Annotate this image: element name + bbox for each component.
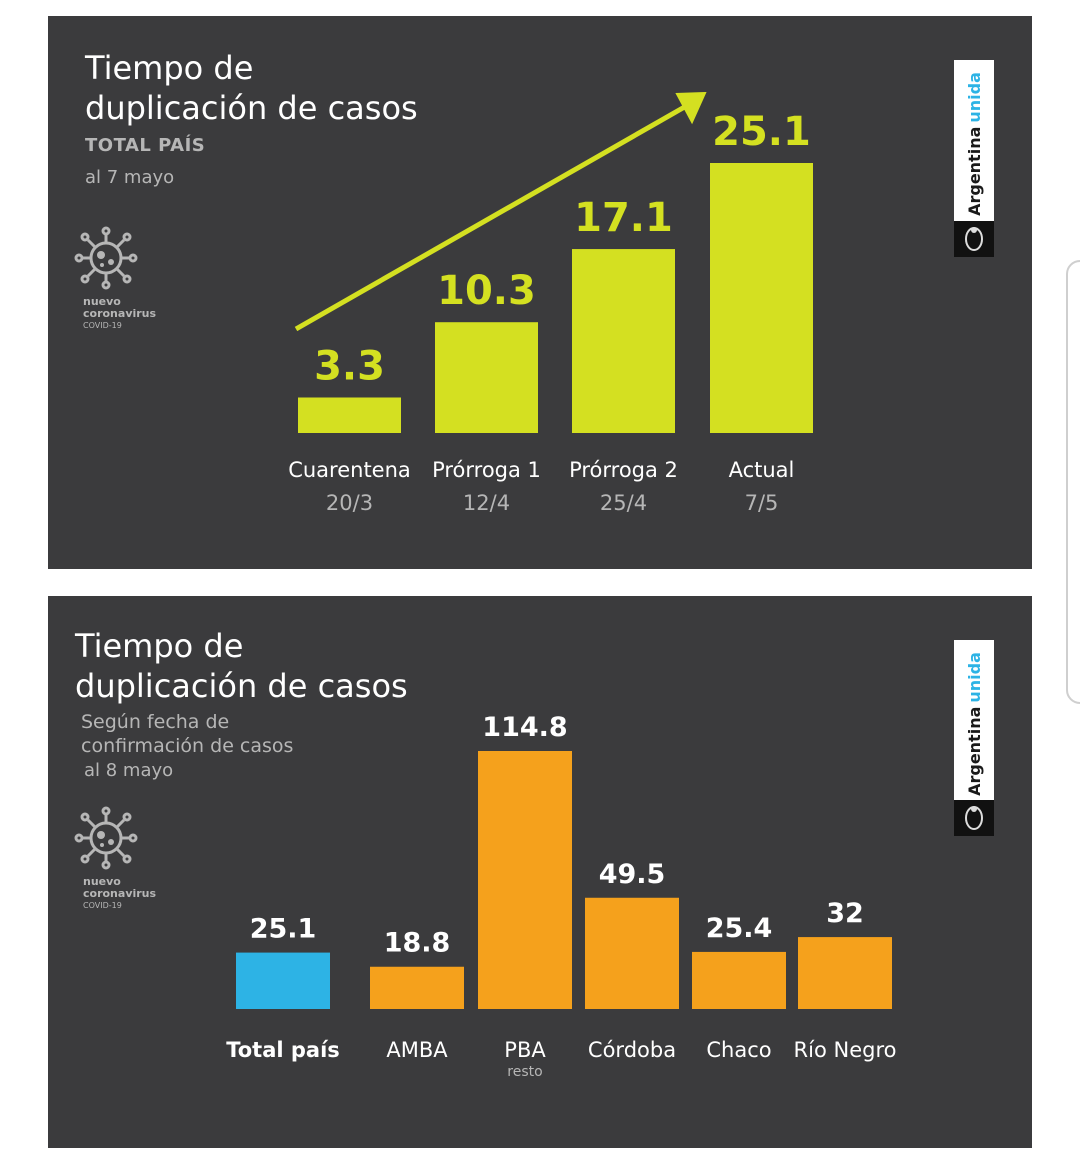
bar (710, 163, 813, 433)
category-label: Prórroga 2 (569, 458, 678, 482)
chart-panel-regiones: Tiempo de duplicación de casos Según fec… (48, 596, 1032, 1148)
value-label: 49.5 (599, 859, 666, 890)
trend-arrow (294, 91, 707, 332)
category-label: AMBA (386, 1038, 448, 1062)
bar (585, 897, 679, 1009)
chart-date: al 7 mayo (85, 167, 175, 188)
value-label: 17.1 (574, 195, 673, 241)
chart-date: al 8 mayo (84, 760, 174, 781)
chart-title: Tiempo de duplicación de casos (75, 626, 408, 706)
category-sublabel: 12/4 (463, 491, 510, 515)
national-seal-icon (954, 800, 994, 836)
value-label: 25.1 (712, 109, 811, 155)
bar (370, 966, 464, 1009)
bar (298, 397, 401, 433)
bar (435, 322, 538, 433)
category-sublabel: 7/5 (745, 491, 779, 515)
value-label: 25.4 (706, 913, 773, 944)
covid-label-line-1: nuevo (83, 875, 121, 888)
category-sublabel: 20/3 (326, 491, 373, 515)
bar (798, 937, 892, 1009)
covid-label: nuevo coronavirus COVID-19 (83, 296, 156, 332)
bar (478, 751, 572, 1009)
chart-panel-total-pais: Tiempo de duplicación de casos TOTAL PAÍ… (48, 16, 1032, 569)
covid-label-line-3: COVID-19 (83, 321, 122, 330)
category-label: Cuarentena (288, 458, 411, 482)
category-label: Total país (226, 1038, 340, 1062)
category-sublabel: 25/4 (600, 491, 647, 515)
scroll-handle[interactable] (1066, 260, 1080, 704)
bar-chart-total-pais: 3.3 Cuarentena 20/3 10.3 Prórroga 1 12/4 17.1 P… (288, 91, 813, 515)
title-line-1: Tiempo de (75, 627, 244, 665)
value-label: 114.8 (482, 712, 567, 743)
category-sublabel: resto (507, 1064, 542, 1080)
bar (236, 952, 330, 1009)
covid-label: nuevo coronavirus COVID-19 (83, 876, 156, 912)
chart-subtitle: Según fecha de confirmación de casos (81, 710, 293, 758)
value-label: 18.8 (384, 928, 451, 959)
category-label: PBA (504, 1038, 546, 1062)
value-label: 25.1 (250, 914, 317, 945)
covid-label-line-1: nuevo (83, 295, 121, 308)
virus-icon (74, 226, 138, 290)
subtitle-line-1: Según fecha de (81, 711, 230, 733)
covid-label-line-2: coronavirus (83, 887, 157, 900)
national-seal-icon (954, 221, 994, 257)
bar (572, 249, 675, 433)
value-label: 32 (826, 898, 864, 929)
subtitle-line-2: confirmación de casos (81, 735, 294, 757)
title-line-1: Tiempo de (85, 49, 254, 87)
value-label: 10.3 (437, 268, 536, 314)
category-label: Actual (729, 458, 795, 482)
title-line-2: duplicación de casos (85, 89, 418, 127)
argentina-unida-logo: Argentina unida (954, 640, 994, 836)
covid-label-line-3: COVID-19 (83, 901, 122, 910)
title-line-2: duplicación de casos (75, 667, 408, 705)
chart-subtitle: TOTAL PAÍS (85, 135, 206, 156)
argentina-unida-logo: Argentina unida (954, 60, 994, 257)
category-label: Córdoba (588, 1038, 676, 1062)
bar (692, 951, 786, 1009)
category-label: Río Negro (794, 1038, 897, 1062)
virus-icon (74, 806, 138, 870)
category-label: Prórroga 1 (432, 458, 541, 482)
category-label: Chaco (706, 1038, 771, 1062)
covid-label-line-2: coronavirus (83, 307, 157, 320)
value-label: 3.3 (314, 344, 385, 390)
chart-title: Tiempo de duplicación de casos (85, 48, 418, 128)
bar-chart-regiones: 25.1 Total país 18.8 AMBA 114.8 PBA resto 49.5 C… (226, 712, 897, 1080)
